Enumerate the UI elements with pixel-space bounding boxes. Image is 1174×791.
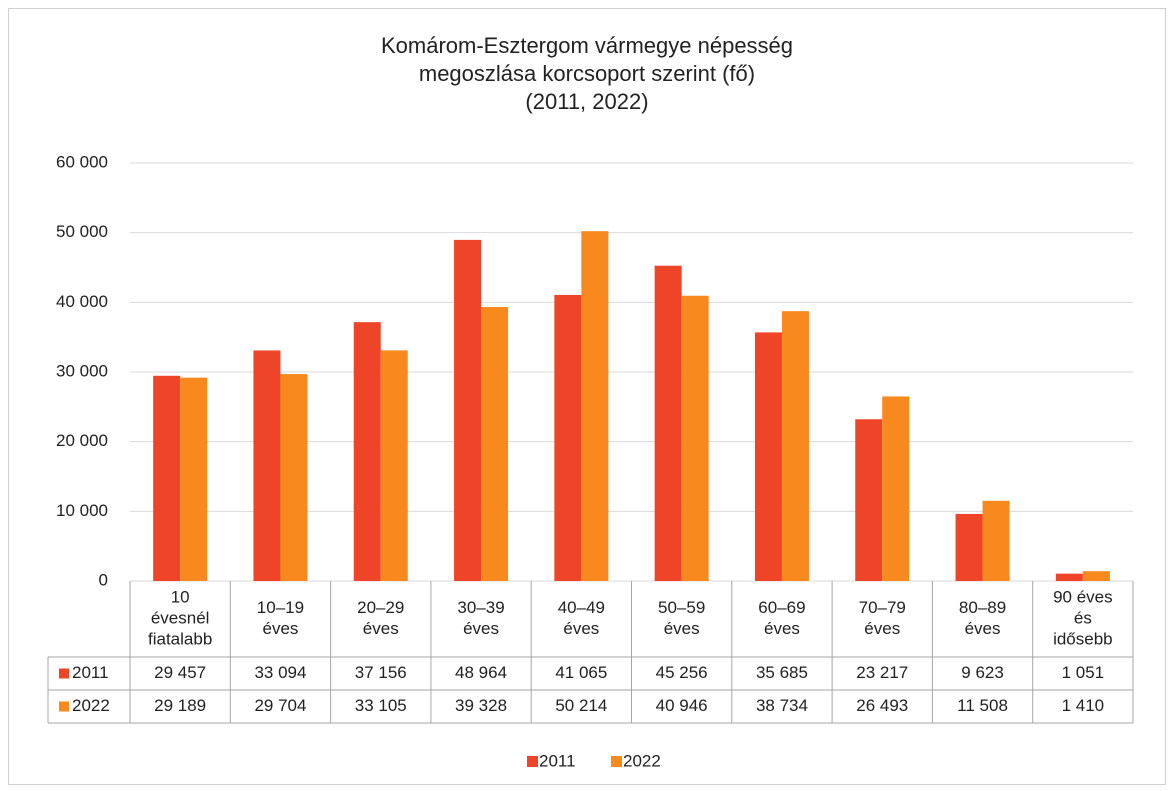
table-value: 23 217 — [856, 663, 908, 682]
bar — [781, 311, 809, 581]
table-value: 50 214 — [555, 696, 607, 715]
x-tick-label: éves — [864, 619, 900, 638]
x-tick-label: éves — [664, 619, 700, 638]
y-tick-label: 50 000 — [56, 222, 108, 241]
table-value: 48 964 — [455, 663, 507, 682]
bar — [1082, 571, 1110, 581]
y-tick-label: 60 000 — [56, 152, 108, 171]
y-tick-label: 30 000 — [56, 361, 108, 380]
bar — [955, 513, 983, 581]
x-tick-label: éves — [764, 619, 800, 638]
x-tick-label: 20–29 — [357, 598, 404, 617]
bar — [681, 295, 709, 581]
table-value: 37 156 — [355, 663, 407, 682]
x-tick-label: 30–39 — [457, 598, 504, 617]
bar — [1055, 573, 1083, 581]
legend-key — [611, 756, 622, 767]
bar — [581, 231, 609, 582]
x-tick-label: 80–89 — [959, 598, 1006, 617]
x-tick-label: 70–79 — [859, 598, 906, 617]
chart-title: (2011, 2022) — [525, 89, 648, 114]
bar — [153, 375, 181, 581]
x-tick-label: és — [1074, 608, 1092, 627]
x-tick-label: éves — [463, 619, 499, 638]
bar — [454, 239, 482, 581]
bar — [554, 294, 582, 581]
table-value: 1 051 — [1062, 663, 1105, 682]
table-value: 9 623 — [961, 663, 1004, 682]
x-tick-label: éves — [262, 619, 298, 638]
x-tick-label: fiatalabb — [148, 629, 212, 648]
bar — [353, 322, 381, 581]
x-tick-label: 50–59 — [658, 598, 705, 617]
bar — [855, 419, 883, 581]
legend-label: 2011 — [539, 751, 576, 770]
bar — [982, 500, 1010, 581]
table-value: 1 410 — [1062, 696, 1105, 715]
table-value: 11 508 — [957, 696, 1008, 715]
bar — [280, 374, 308, 581]
bar — [754, 332, 782, 581]
x-tick-label: 10 — [171, 587, 190, 606]
y-tick-label: 10 000 — [56, 501, 108, 520]
chart-title: megoszlása korcsoport szerint (fő) — [419, 61, 755, 86]
table-value: 26 493 — [856, 696, 908, 715]
bar — [253, 350, 281, 581]
table-value: 33 105 — [355, 696, 407, 715]
bar — [481, 307, 509, 581]
legend-label: 2022 — [623, 751, 661, 770]
table-value: 35 685 — [756, 663, 808, 682]
y-tick-label: 0 — [99, 570, 108, 589]
chart-title: Komárom-Esztergom vármegye népesség — [381, 33, 793, 58]
table-value: 29 457 — [154, 663, 206, 682]
y-tick-label: 20 000 — [56, 431, 108, 450]
legend-key — [59, 701, 69, 712]
table-value: 33 094 — [254, 663, 306, 682]
x-tick-label: éves — [363, 619, 399, 638]
bar — [654, 265, 682, 581]
table-value: 41 065 — [555, 663, 607, 682]
table-value: 29 189 — [154, 696, 206, 715]
bar — [180, 377, 208, 581]
x-tick-label: évesnél — [151, 608, 210, 627]
x-tick-label: éves — [965, 619, 1001, 638]
x-tick-label: idősebb — [1053, 629, 1113, 648]
bar — [882, 396, 910, 581]
x-tick-label: 10–19 — [257, 598, 304, 617]
x-tick-label: 40–49 — [558, 598, 605, 617]
table-row-label: 2022 — [72, 696, 110, 715]
x-tick-label: 60–69 — [758, 598, 805, 617]
x-tick-label: 90 éves — [1053, 587, 1113, 606]
table-value: 40 946 — [656, 696, 708, 715]
table-row-label: 2011 — [72, 663, 109, 682]
legend-key — [527, 756, 538, 767]
bar — [380, 350, 408, 581]
table-value: 45 256 — [656, 663, 708, 682]
table-value: 29 704 — [254, 696, 306, 715]
table-value: 39 328 — [455, 696, 507, 715]
legend-key — [59, 668, 69, 679]
table-value: 38 734 — [756, 696, 808, 715]
x-tick-label: éves — [563, 619, 599, 638]
y-tick-label: 40 000 — [56, 292, 108, 311]
